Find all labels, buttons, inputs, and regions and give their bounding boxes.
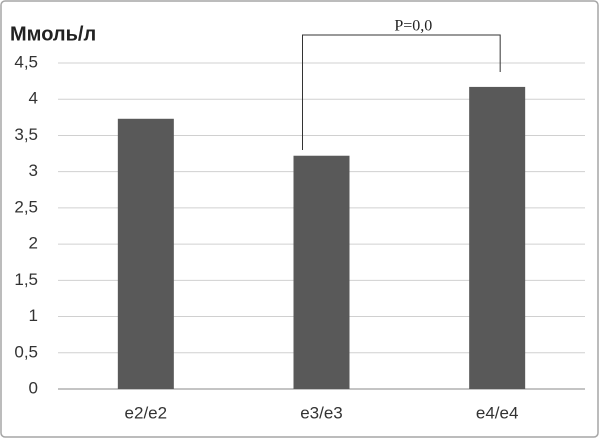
chart-title: Ммоль/л — [10, 23, 96, 45]
y-tick-label: 1,5 — [14, 270, 38, 289]
y-tick-label: 3 — [29, 161, 38, 180]
y-tick-label: 3,5 — [14, 125, 38, 144]
y-tick-label: 2,5 — [14, 197, 38, 216]
y-tick-label: 1 — [29, 306, 38, 325]
y-tick-label: 4,5 — [14, 52, 38, 71]
annotation: P=0,0 — [394, 18, 432, 35]
bar — [293, 155, 350, 389]
y-tick-label: 0,5 — [14, 342, 38, 361]
bar — [117, 118, 174, 389]
bar — [469, 86, 526, 389]
x-tick-label: e2/e2 — [125, 403, 168, 422]
y-tick-label: 0 — [29, 378, 38, 397]
significance-bracket — [302, 34, 501, 150]
y-tick-label: 2 — [29, 234, 38, 253]
x-tick-label: e3/e3 — [300, 403, 343, 422]
x-tick-label: e4/e4 — [476, 403, 519, 422]
y-tick-label: 4 — [29, 89, 38, 108]
